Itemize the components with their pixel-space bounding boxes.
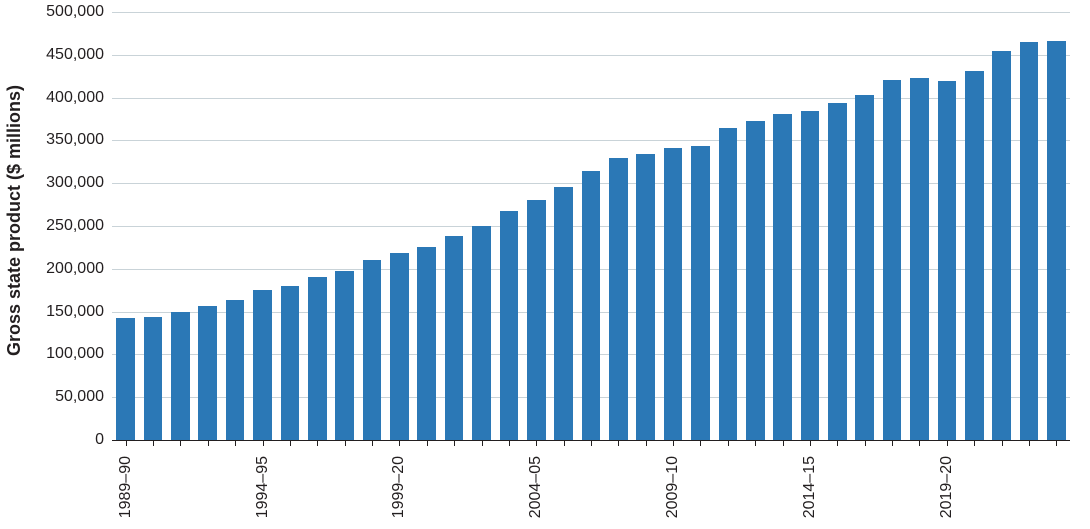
y-tick-label: 200,000 — [46, 260, 112, 278]
bar — [417, 247, 436, 440]
x-tick — [208, 440, 209, 446]
y-tick-label: 50,000 — [55, 388, 112, 406]
y-tick-label: 300,000 — [46, 174, 112, 192]
bar — [281, 286, 300, 440]
bar — [582, 171, 601, 440]
x-tick — [837, 440, 838, 446]
plot-area: 050,000100,000150,000200,000250,000300,0… — [112, 12, 1070, 440]
bar — [609, 158, 628, 440]
x-tick — [755, 440, 756, 446]
bar — [719, 128, 738, 440]
bar — [390, 253, 409, 440]
bar — [938, 81, 957, 440]
x-tick-label: 2014–15 — [801, 456, 819, 518]
x-tick — [700, 440, 701, 446]
x-tick — [564, 440, 565, 446]
bar — [828, 103, 847, 440]
x-tick — [153, 440, 154, 446]
bar — [1020, 42, 1039, 440]
bar — [226, 300, 245, 440]
x-tick — [454, 440, 455, 446]
y-tick-label: 250,000 — [46, 217, 112, 235]
bar — [636, 154, 655, 440]
x-tick — [399, 440, 400, 446]
bar — [445, 236, 464, 440]
x-tick — [536, 440, 537, 446]
bar — [116, 318, 135, 440]
bar — [527, 200, 546, 440]
y-axis-title: Gross state product ($ millions) — [5, 84, 26, 355]
bar — [554, 187, 573, 440]
x-tick — [865, 440, 866, 446]
x-tick — [1029, 440, 1030, 446]
bar — [746, 121, 765, 440]
bar — [801, 111, 820, 440]
x-tick — [235, 440, 236, 446]
x-tick-label: 2004–05 — [527, 456, 545, 518]
x-tick — [263, 440, 264, 446]
x-tick — [646, 440, 647, 446]
x-tick-label: 1999–20 — [390, 456, 408, 518]
bar — [965, 71, 984, 440]
y-tick-label: 350,000 — [46, 131, 112, 149]
bar — [773, 114, 792, 440]
bar — [363, 260, 382, 440]
x-tick — [673, 440, 674, 446]
gsp-bar-chart: Gross state product ($ millions) 050,000… — [0, 0, 1090, 529]
x-tick — [290, 440, 291, 446]
x-tick — [372, 440, 373, 446]
x-tick — [317, 440, 318, 446]
x-tick — [126, 440, 127, 446]
bar — [992, 51, 1011, 440]
x-tick — [591, 440, 592, 446]
x-tick — [1056, 440, 1057, 446]
bar — [171, 312, 190, 440]
y-axis-title-container: Gross state product ($ millions) — [0, 0, 30, 440]
bar — [664, 148, 683, 440]
bar — [308, 277, 327, 440]
bar — [691, 146, 710, 440]
y-tick-label: 150,000 — [46, 303, 112, 321]
x-tick-label: 1989–90 — [117, 456, 135, 518]
x-tick — [728, 440, 729, 446]
bar — [335, 271, 354, 440]
x-tick — [919, 440, 920, 446]
bar — [1047, 41, 1066, 440]
x-tick — [482, 440, 483, 446]
x-tick — [974, 440, 975, 446]
bar — [144, 317, 163, 440]
x-tick — [892, 440, 893, 446]
x-tick — [345, 440, 346, 446]
y-tick-label: 450,000 — [46, 46, 112, 64]
bar — [472, 226, 491, 440]
bar — [253, 290, 272, 440]
x-tick — [618, 440, 619, 446]
x-tick-label: 2019–20 — [938, 456, 956, 518]
x-tick — [947, 440, 948, 446]
x-tick-label: 2009–10 — [664, 456, 682, 518]
bars-layer — [112, 12, 1070, 440]
bar — [198, 306, 217, 440]
bar — [910, 78, 929, 440]
x-tick — [1002, 440, 1003, 446]
x-tick — [180, 440, 181, 446]
x-tick-label: 1994–95 — [254, 456, 272, 518]
x-tick — [783, 440, 784, 446]
x-tick — [810, 440, 811, 446]
y-tick-label: 0 — [95, 431, 112, 449]
bar — [500, 211, 519, 440]
y-tick-label: 500,000 — [46, 3, 112, 21]
bar — [883, 80, 902, 440]
x-tick — [509, 440, 510, 446]
x-tick — [427, 440, 428, 446]
y-tick-label: 100,000 — [46, 345, 112, 363]
y-tick-label: 400,000 — [46, 89, 112, 107]
bar — [855, 95, 874, 440]
